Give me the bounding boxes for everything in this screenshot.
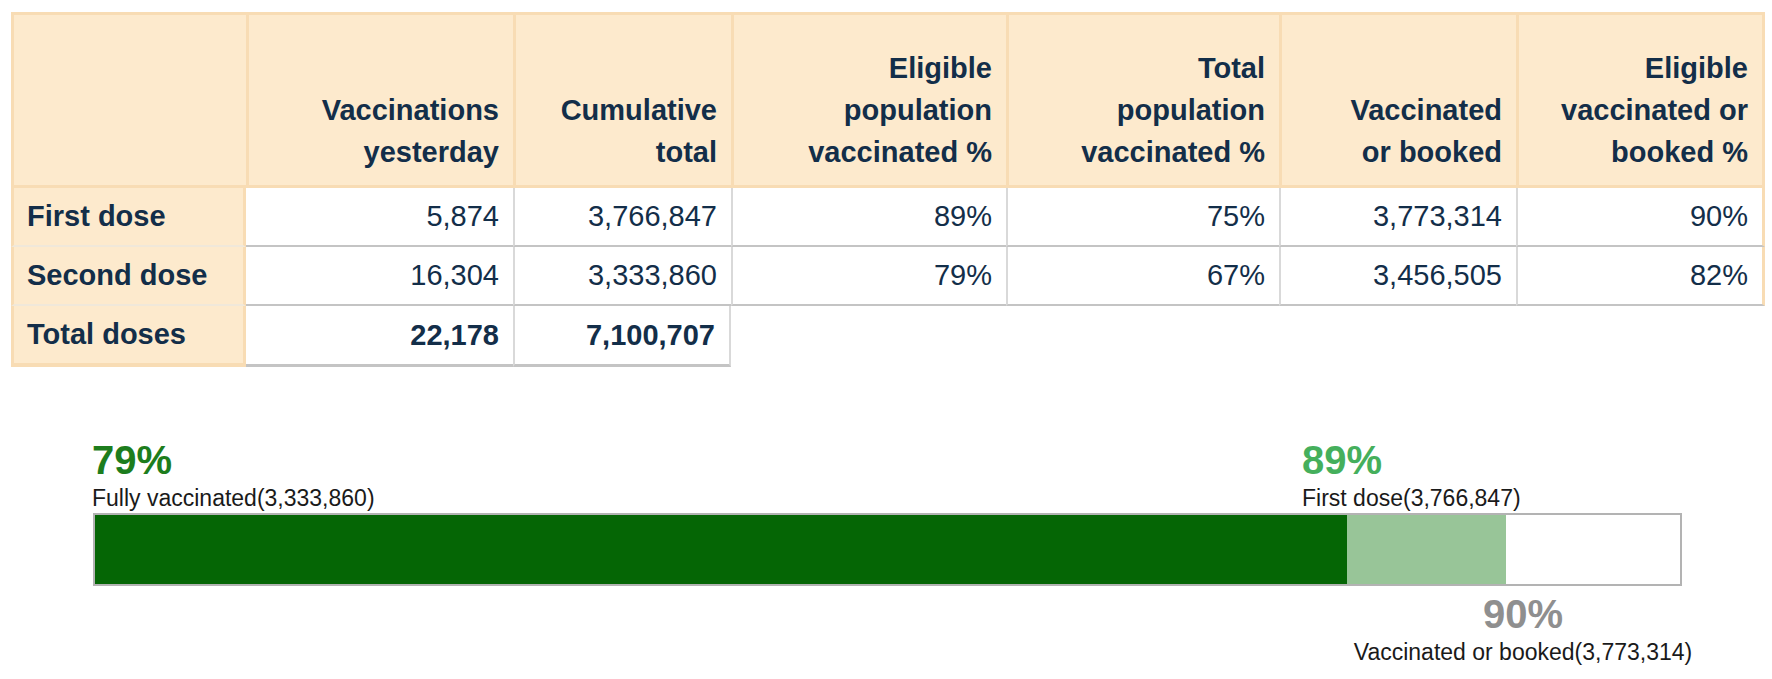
vaccination-table: Vaccinations yesterday Cumulative total … [11,12,1765,367]
cell-second-dose-yesterday: 16,304 [246,247,513,306]
first-dose-label-group: 89% First dose(3,766,847) [1302,440,1521,511]
cell-second-dose-eligible-booked-pct: 82% [1516,247,1765,306]
cell-total-doses-yesterday: 22,178 [246,306,513,367]
table-row-total-doses: Total doses 22,178 7,100,707 [11,306,1765,367]
vaccinated-or-booked-caption: Vaccinated or booked(3,773,314) [1354,639,1692,665]
first-dose-caption: First dose(3,766,847) [1302,485,1521,511]
cell-first-dose-eligible-booked-pct: 90% [1516,188,1765,247]
cell-empty [1516,306,1765,367]
cell-empty [1279,306,1516,367]
vaccinated-or-booked-label-group: 90% Vaccinated or booked(3,773,314) [1354,594,1692,665]
cell-empty [1006,306,1279,367]
row-label-total-doses: Total doses [11,306,246,367]
header-cell-total-population-vaccinated: Total population vaccinated % [1006,12,1279,188]
vaccinated-or-booked-percent: 90% [1354,594,1692,634]
cell-first-dose-yesterday: 5,874 [246,188,513,247]
cell-first-dose-eligible-pct: 89% [731,188,1006,247]
fully-vaccinated-label-group: 79% Fully vaccinated(3,333,860) [92,440,375,511]
row-label-second-dose: Second dose [11,247,246,306]
header-cell-blank [11,12,246,188]
table-row-second-dose: Second dose 16,304 3,333,860 79% 67% 3,4… [11,247,1765,306]
cell-second-dose-booked: 3,456,505 [1279,247,1516,306]
header-cell-vaccinations-yesterday: Vaccinations yesterday [246,12,513,188]
vaccination-summary-table: Vaccinations yesterday Cumulative total … [11,12,1765,367]
header-cell-cumulative-total: Cumulative total [513,12,731,188]
cell-second-dose-cumulative: 3,333,860 [513,247,731,306]
first-dose-percent: 89% [1302,440,1521,480]
row-label-first-dose: First dose [11,188,246,247]
cell-first-dose-cumulative: 3,766,847 [513,188,731,247]
cell-total-doses-cumulative: 7,100,707 [513,306,731,367]
cell-empty [731,306,1006,367]
vaccination-progress-bar [93,513,1682,586]
cell-first-dose-booked: 3,773,314 [1279,188,1516,247]
fully-vaccinated-percent: 79% [92,440,375,480]
header-row: Vaccinations yesterday Cumulative total … [11,12,1765,188]
fully-vaccinated-caption: Fully vaccinated(3,333,860) [92,485,375,511]
cell-second-dose-eligible-pct: 79% [731,247,1006,306]
header-cell-eligible-population-vaccinated: Eligible population vaccinated % [731,12,1006,188]
cell-first-dose-total-pct: 75% [1006,188,1279,247]
cell-second-dose-total-pct: 67% [1006,247,1279,306]
bar-segment-fully-vaccinated [95,515,1347,584]
bar-segment-remainder [1506,515,1680,584]
header-cell-vaccinated-or-booked: Vaccinated or booked [1279,12,1516,188]
bar-segment-first-dose [1347,515,1506,584]
header-cell-eligible-vaccinated-or-booked: Eligible vaccinated or booked % [1516,12,1765,188]
table-row-first-dose: First dose 5,874 3,766,847 89% 75% 3,773… [11,188,1765,247]
